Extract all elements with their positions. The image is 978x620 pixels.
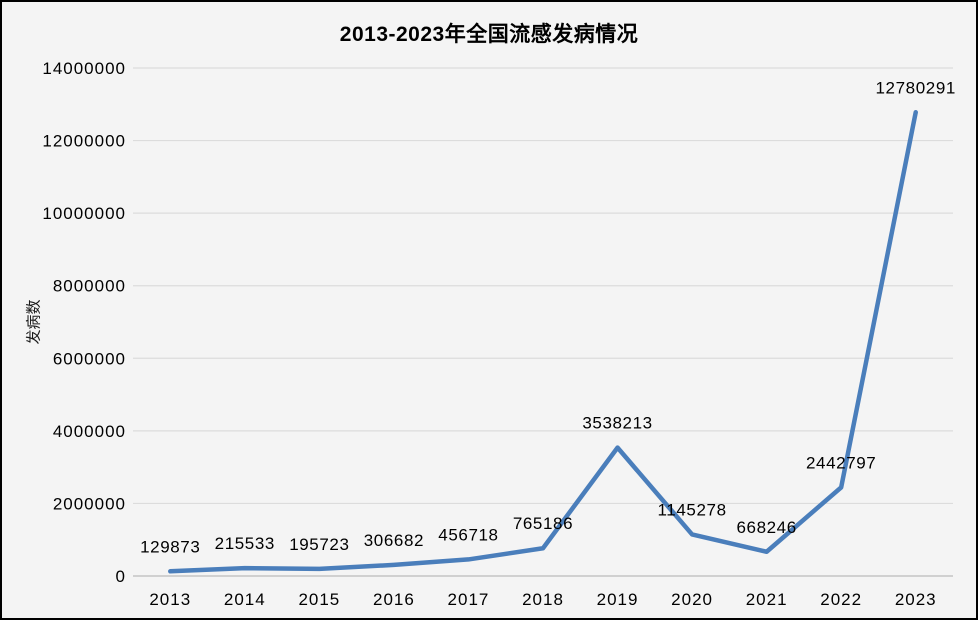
x-tick-label: 2019 xyxy=(597,590,639,609)
x-tick-label: 2013 xyxy=(149,590,191,609)
x-tick-label: 2022 xyxy=(820,590,862,609)
x-tick-label: 2023 xyxy=(895,590,937,609)
x-tick-label: 2016 xyxy=(373,590,415,609)
data-point-label: 1145278 xyxy=(658,500,727,519)
x-tick-label: 2017 xyxy=(448,590,490,609)
data-point-label: 129873 xyxy=(140,537,200,556)
data-point-label: 306682 xyxy=(364,531,424,550)
x-tick-label: 2015 xyxy=(298,590,340,609)
x-tick-label: 2021 xyxy=(746,590,788,609)
series-line xyxy=(168,110,918,574)
data-point-label: 12780291 xyxy=(876,78,956,97)
y-tick-label: 4000000 xyxy=(53,422,126,441)
chart-title: 2013-2023年全国流感发病情况 xyxy=(339,23,639,46)
y-tick-label: 12000000 xyxy=(42,132,126,151)
x-tick-label: 2014 xyxy=(224,590,266,609)
data-point-label: 668246 xyxy=(736,518,796,537)
data-point-label: 3538213 xyxy=(582,414,652,433)
y-tick-label: 14000000 xyxy=(42,59,126,78)
data-point-label: 215533 xyxy=(215,534,275,553)
data-point-label: 456718 xyxy=(438,525,498,544)
x-tick-label: 2020 xyxy=(671,590,713,609)
y-tick-label: 10000000 xyxy=(42,204,126,223)
y-tick-label: 6000000 xyxy=(53,349,126,368)
y-tick-label: 2000000 xyxy=(53,494,126,513)
y-tick-label: 0 xyxy=(116,567,126,586)
y-tick-label: 8000000 xyxy=(53,277,126,296)
data-point-label: 195723 xyxy=(289,535,349,554)
data-point-label: 2442797 xyxy=(806,453,876,472)
data-point-label: 765186 xyxy=(513,514,573,533)
x-tick-label: 2018 xyxy=(522,590,564,609)
